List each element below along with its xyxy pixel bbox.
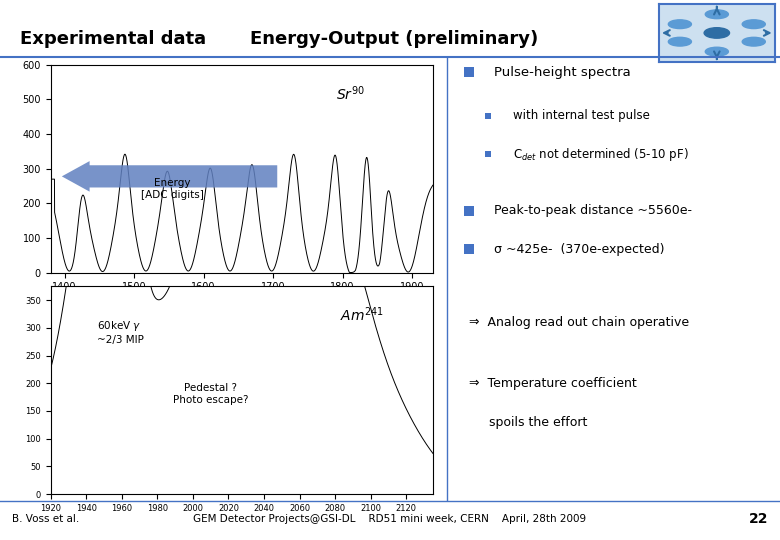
Ellipse shape	[705, 47, 729, 56]
Text: spoils the effort: spoils the effort	[469, 416, 587, 429]
Text: ⇒  Analog read out chain operative: ⇒ Analog read out chain operative	[469, 316, 689, 329]
Ellipse shape	[668, 20, 691, 29]
Text: $Sr^{90}$: $Sr^{90}$	[335, 84, 364, 103]
Text: σ ~425e-  (370e-expected): σ ~425e- (370e-expected)	[495, 243, 665, 256]
Text: Peak-to-peak distance ~5560e-: Peak-to-peak distance ~5560e-	[495, 204, 692, 217]
Ellipse shape	[743, 37, 765, 46]
Text: B. Voss et al.: B. Voss et al.	[12, 515, 79, 524]
Text: Pulse-height spectra: Pulse-height spectra	[495, 66, 631, 79]
Text: with internal test pulse: with internal test pulse	[513, 109, 650, 122]
Ellipse shape	[705, 10, 729, 19]
Text: 60keV $\gamma$
~2/3 MIP: 60keV $\gamma$ ~2/3 MIP	[97, 320, 144, 345]
Ellipse shape	[704, 28, 729, 38]
FancyArrowPatch shape	[62, 161, 277, 192]
Text: ⇒  Temperature coefficient: ⇒ Temperature coefficient	[469, 377, 636, 390]
Ellipse shape	[668, 37, 691, 46]
Text: C$_{det}$ not determined (5-10 pF): C$_{det}$ not determined (5-10 pF)	[513, 146, 689, 163]
Text: Pedestal ?
Photo escape?: Pedestal ? Photo escape?	[173, 383, 249, 405]
Text: Energy-Output (preliminary): Energy-Output (preliminary)	[250, 30, 538, 48]
Text: Experimental data: Experimental data	[20, 30, 206, 48]
Text: 22: 22	[749, 512, 768, 526]
Ellipse shape	[743, 20, 765, 29]
Text: $Am^{241}$: $Am^{241}$	[340, 306, 385, 324]
Text: Energy
[ADC digits]: Energy [ADC digits]	[141, 178, 204, 200]
Text: GEM Detector Projects@GSI-DL    RD51 mini week, CERN    April, 28th 2009: GEM Detector Projects@GSI-DL RD51 mini w…	[193, 515, 587, 524]
